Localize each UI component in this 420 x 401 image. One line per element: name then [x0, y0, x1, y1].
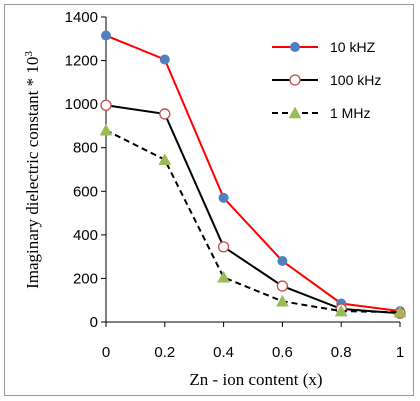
- legend-marker: [288, 106, 302, 119]
- legend-marker: [290, 42, 300, 52]
- data-point: [277, 256, 288, 266]
- data-point: [218, 192, 229, 203]
- x-tick-label: 0.4: [213, 344, 234, 361]
- x-ticks: 0 0.2 0.4 0.6 0.8 1: [102, 322, 404, 361]
- data-point: [393, 305, 407, 318]
- data-point: [217, 270, 231, 283]
- y-tick-label: 1200: [65, 53, 98, 70]
- y-tick-label: 600: [73, 183, 98, 200]
- y-tick-label: 1000: [65, 96, 98, 113]
- chart-frame: [4, 4, 414, 396]
- legend-marker: [289, 74, 301, 86]
- data-point: [158, 153, 172, 165]
- y-tick-label: 200: [73, 270, 98, 287]
- series-line: [105, 34, 401, 313]
- data-point: [217, 241, 230, 253]
- legend-label: 1 MHz: [330, 105, 370, 121]
- x-tick-label: 0.8: [331, 344, 352, 361]
- data-point: [159, 108, 171, 120]
- x-axis-title: Zn - ion content (x): [189, 370, 322, 389]
- data-point: [101, 30, 111, 41]
- legend-label: 10 kHZ: [330, 39, 376, 55]
- legend-item: 100 kHz: [272, 72, 381, 88]
- x-tick-label: 0.6: [272, 344, 293, 361]
- series-group: [99, 30, 407, 319]
- legend-label: 100 kHz: [330, 72, 381, 88]
- data-point: [276, 280, 289, 292]
- legend-item: 10 kHZ: [272, 39, 376, 55]
- series-line: [105, 129, 401, 314]
- y-tick-label: 800: [73, 140, 98, 157]
- x-tick-label: 1: [396, 344, 404, 361]
- series-line: [105, 104, 401, 315]
- x-tick-label: 0: [102, 344, 110, 361]
- legend-item: 1 MHz: [272, 105, 370, 121]
- y-tick-label: 1400: [65, 9, 98, 26]
- series-3: [99, 123, 407, 318]
- y-axis-title-main: Imaginary dielectric constant * 10: [23, 57, 42, 289]
- y-tick-label: 400: [73, 227, 98, 244]
- data-point: [159, 54, 170, 65]
- series-2: [100, 99, 406, 319]
- data-point: [99, 123, 113, 136]
- y-tick-label: 0: [90, 314, 98, 331]
- y-ticks: 0 200 400 600 800 1000 1200 1400: [65, 9, 106, 331]
- data-point: [100, 99, 112, 111]
- y-axis-title: Imaginary dielectric constant * 103: [23, 51, 42, 289]
- y-axis-title-superscript: 3: [23, 51, 35, 57]
- axes: [105, 17, 400, 323]
- data-point: [334, 304, 348, 317]
- data-point: [275, 294, 289, 307]
- x-tick-label: 0.2: [154, 344, 175, 361]
- legend: 10 kHZ 100 kHz 1 MHz: [272, 39, 381, 121]
